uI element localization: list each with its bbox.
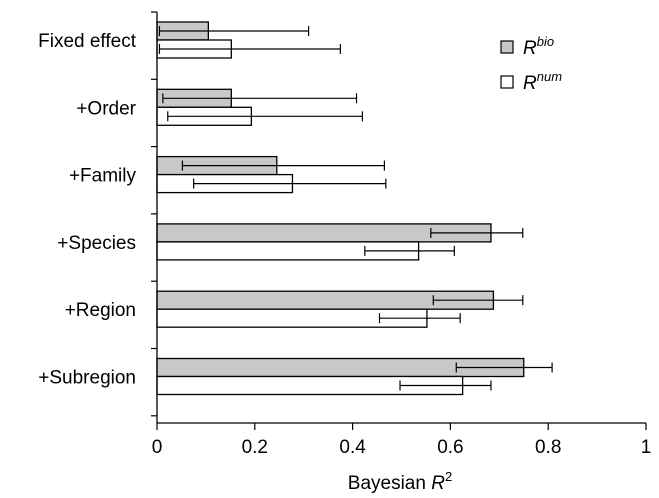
x-axis-title: Bayesian R2: [348, 469, 452, 494]
legend-label-num: Rnum: [523, 69, 562, 94]
category-label: Fixed effect: [38, 31, 137, 52]
legend-swatch-bio: [500, 40, 514, 54]
x-tick-label: 0: [152, 437, 163, 458]
category-label: +Order: [76, 98, 136, 119]
legend-swatch-num: [500, 75, 514, 89]
category-label: +Region: [65, 300, 136, 321]
plot-area: Fixed effect +Order +Family +Species +Region…: [38, 11, 652, 458]
x-tick-label: 0.6: [437, 437, 463, 458]
x-tick-label: 1: [641, 437, 652, 458]
category-label: +Species: [57, 233, 136, 254]
legend-label-bio: Rbio: [523, 34, 554, 59]
x-tick-label: 0.8: [535, 437, 561, 458]
legend: Rbio Rnum: [500, 34, 562, 94]
category-label: +Family: [69, 166, 137, 187]
x-tick-label: 0.2: [242, 437, 268, 458]
category-label: +Subregion: [38, 368, 136, 389]
x-tick-label: 0.4: [339, 437, 366, 458]
